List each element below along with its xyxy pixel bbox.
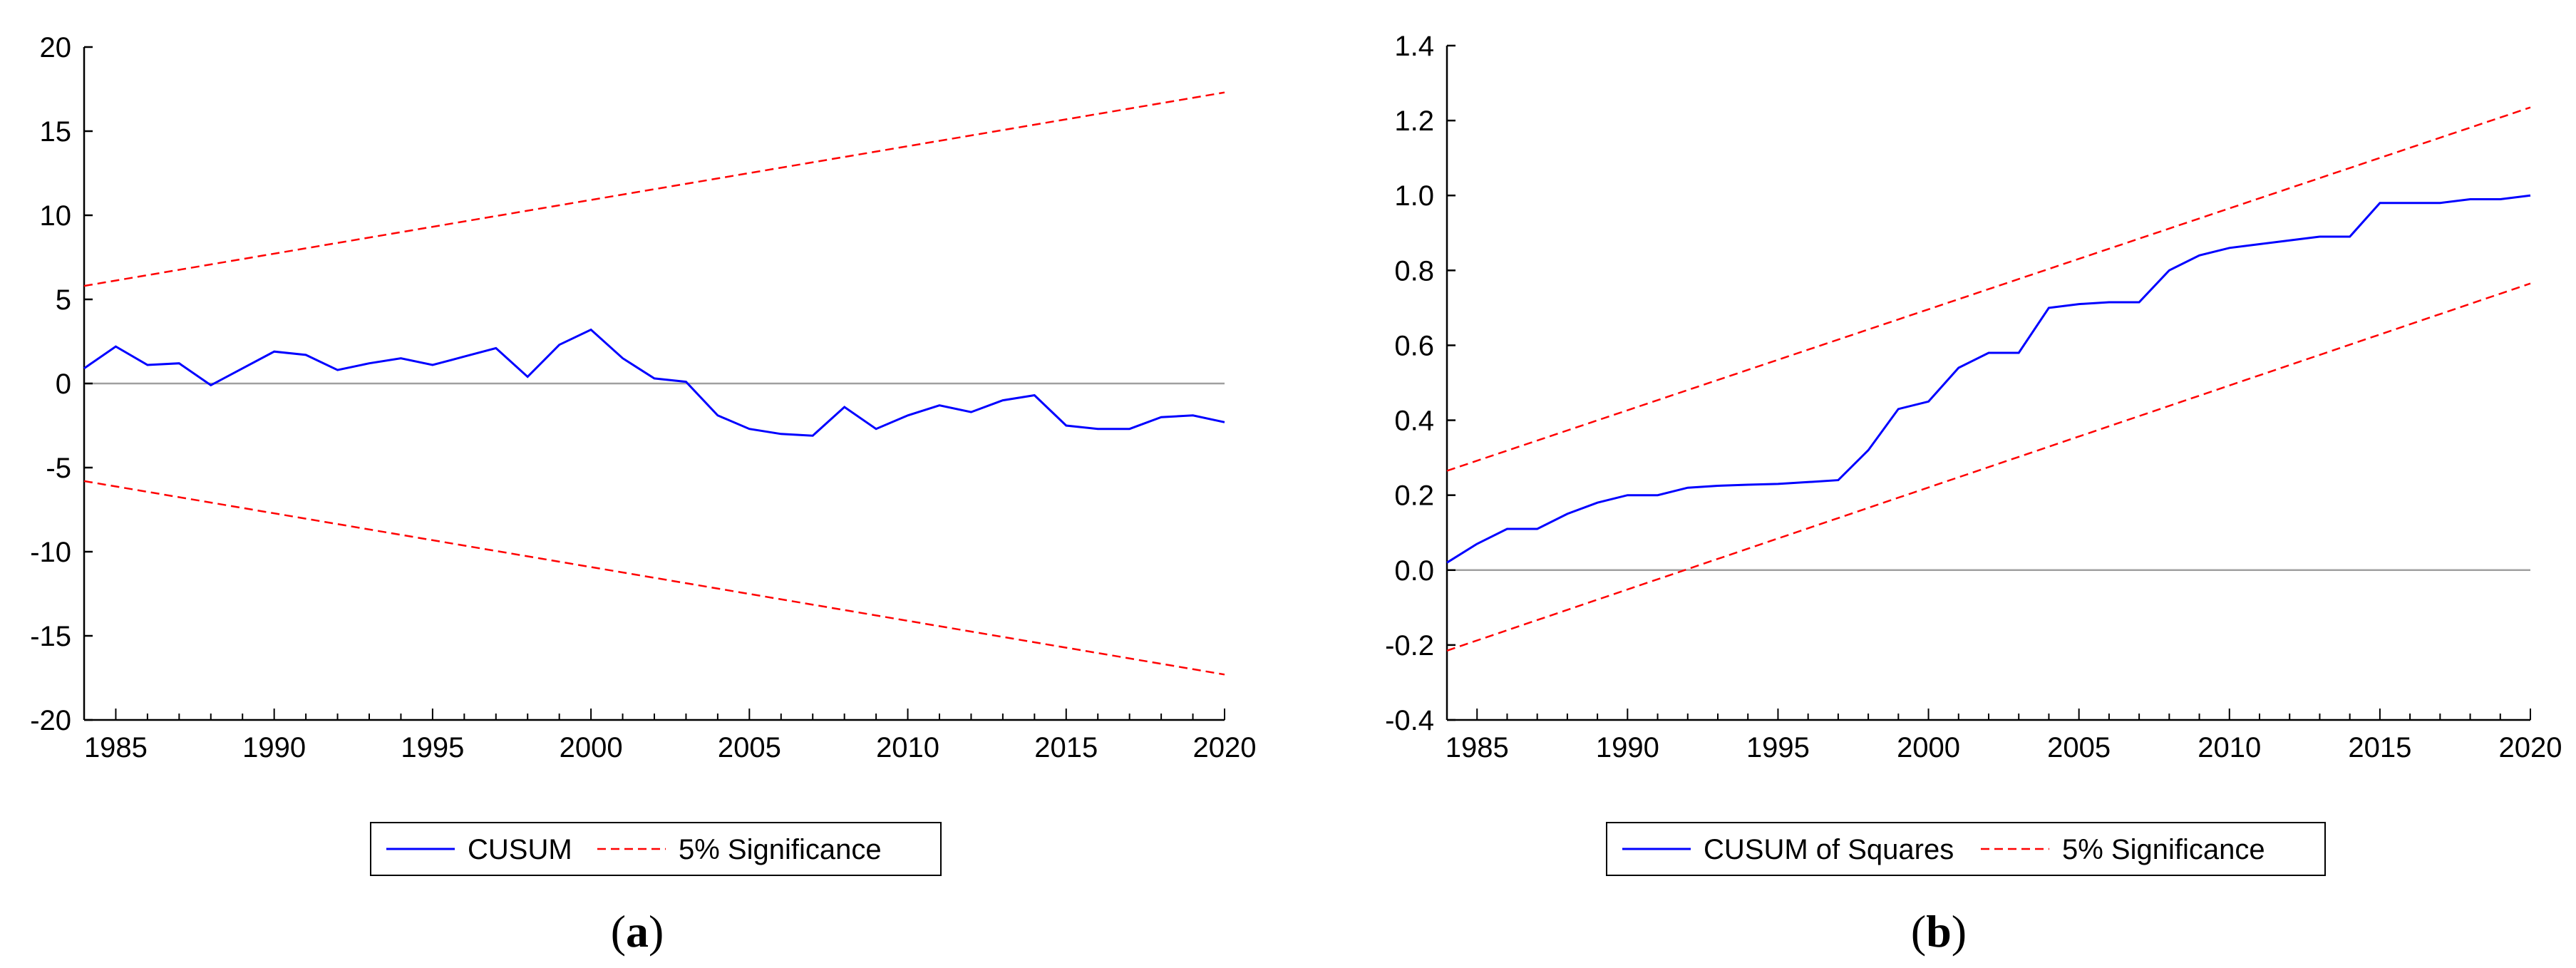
x-tick-label: 1990: [1596, 732, 1659, 763]
series-line-5-significance: [83, 91, 1225, 287]
x-tick-label: 2000: [1897, 732, 1960, 763]
y-tick-label: -20: [30, 705, 71, 736]
x-tick-label: 2010: [2198, 732, 2261, 763]
series-line-5-significance-lower: [1446, 282, 2531, 652]
x-tick-label: 1995: [401, 732, 464, 763]
x-tick-label: 1995: [1746, 732, 1810, 763]
panel-label: (b): [1911, 906, 1967, 957]
x-tick-label: 2005: [718, 732, 781, 763]
chart-panel-a: -20 -15 -10 -5 0 5 10 15 20 1985 1990 1995 2000 2005 2…: [30, 32, 1256, 957]
y-tick-label: 0.0: [1394, 555, 1434, 587]
x-tick-label: 2020: [1193, 732, 1257, 763]
y-tick-label: 5: [56, 284, 71, 316]
y-tick-label: 1.2: [1394, 105, 1434, 137]
y-tick-label: 20: [40, 32, 72, 63]
y-tick-label: 1.0: [1394, 180, 1434, 212]
x-tick-label: 2005: [2047, 732, 2111, 763]
series-line-5-significance: [1446, 106, 2531, 472]
legend: CUSUM of Squares 5% Significance: [1606, 822, 2326, 876]
chart-panel-b: -0.4 -0.2 0.0 0.2 0.4 0.6 0.8 1.0 1.2 1.4 1985 1990…: [1385, 31, 2562, 957]
y-tick-label: -0.4: [1385, 705, 1434, 736]
y-tick-label: 1.4: [1394, 31, 1434, 62]
panel-label: (a): [611, 906, 664, 957]
x-tick-label: 2015: [2348, 732, 2411, 763]
legend-label: CUSUM of Squares: [1704, 834, 1954, 865]
y-tick-label: 0: [56, 369, 71, 400]
y-tick-label: 15: [40, 116, 72, 148]
legend-label: 5% Significance: [2062, 834, 2265, 865]
x-tick-label: 2010: [876, 732, 939, 763]
y-tick-label: 10: [40, 200, 72, 232]
panel-letter: a: [626, 906, 649, 957]
y-tick-label: 0.2: [1394, 480, 1434, 512]
x-tick-label: 1985: [84, 732, 148, 763]
y-tick-label: 0.6: [1394, 330, 1434, 361]
series-line-5-significance-lower: [83, 480, 1225, 676]
legend-label: CUSUM: [468, 834, 572, 865]
y-tick-label: -10: [30, 537, 71, 568]
x-tick-label: 2020: [2499, 732, 2562, 763]
x-tick-label: 1990: [242, 732, 306, 763]
y-tick-label: 0.4: [1394, 406, 1434, 437]
panel-letter: b: [1926, 906, 1952, 957]
legend: CUSUM 5% Significance: [370, 822, 942, 876]
x-tick-label: 1985: [1446, 732, 1509, 763]
series-line-cusum: [83, 328, 1225, 437]
x-tick-label: 2000: [560, 732, 623, 763]
y-tick-label: -0.2: [1385, 630, 1434, 661]
y-tick-label: -5: [46, 453, 71, 484]
legend-label: 5% Significance: [679, 834, 882, 865]
y-tick-label: -15: [30, 621, 71, 652]
x-tick-label: 2015: [1034, 732, 1098, 763]
y-tick-label: 0.8: [1394, 255, 1434, 287]
legend-box: [1606, 822, 2326, 876]
series-line-cusum-of-squares: [1446, 194, 2531, 564]
